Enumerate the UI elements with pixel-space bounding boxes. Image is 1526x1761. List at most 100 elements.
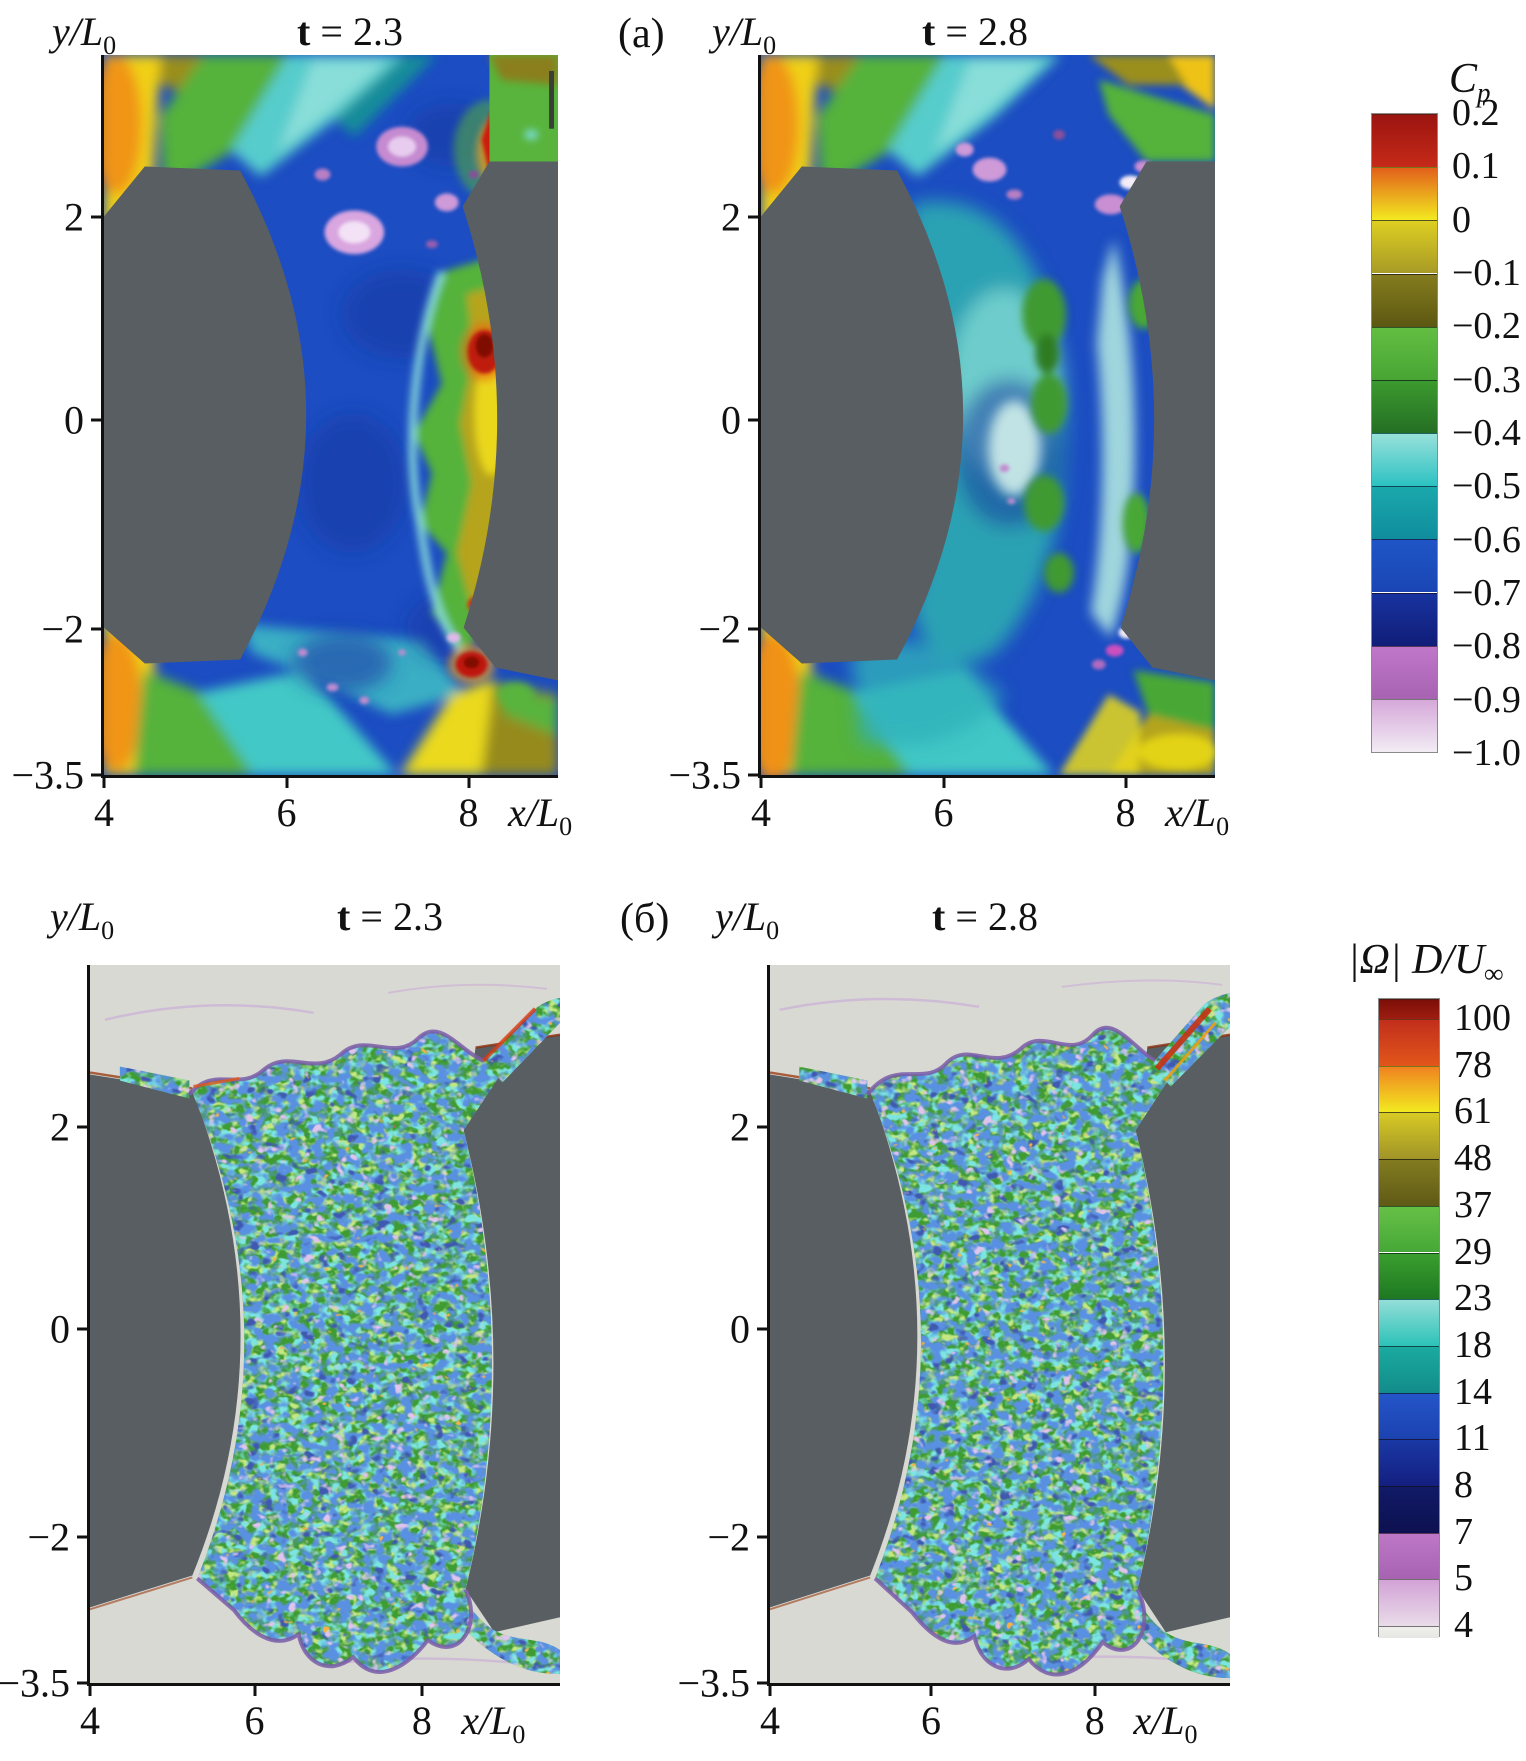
x-tick-label: 4 — [80, 1698, 100, 1743]
tick-mark — [748, 627, 761, 631]
cp-scale-label: 0 — [1452, 198, 1471, 241]
omega-band — [1379, 1019, 1439, 1066]
cp-scale-label: −1.0 — [1452, 732, 1521, 774]
x-axis-label: x/L0 — [1165, 790, 1230, 841]
cp-colorbar-bar — [1371, 113, 1438, 753]
panel-vorticity-t23: 2 0 −2 −3.5 4 6 8 x/L0 — [0, 965, 560, 1749]
tick-mark — [757, 1327, 770, 1331]
cp-band — [1372, 645, 1437, 699]
tick-mark — [91, 215, 104, 219]
cp-band — [1372, 167, 1437, 221]
tick-mark — [748, 418, 761, 422]
cp-scale-label: −0.1 — [1452, 252, 1521, 294]
tick-mark — [77, 1125, 90, 1129]
x-axis-label: x/L0 — [1133, 1698, 1198, 1749]
cp-band — [1372, 273, 1437, 327]
cp-band — [1372, 698, 1437, 752]
tick-mark — [253, 1683, 256, 1696]
cp-scale-label: −0.3 — [1452, 358, 1521, 401]
omega-band — [1379, 1392, 1439, 1440]
vorticity-colorbar-title: |Ω| D/U∞ — [1348, 937, 1504, 989]
cp-scale-label: 0.1 — [1452, 145, 1500, 188]
cp-scale-label: −0.6 — [1452, 518, 1521, 561]
y-tick-label: −2 — [707, 1514, 750, 1560]
x-tick-label: 8 — [1084, 1698, 1105, 1743]
tick-mark — [1093, 1683, 1097, 1696]
y-tick-label: −2 — [41, 606, 84, 652]
vorticity-colorbar: |Ω| D/U∞ 100 78 61 48 37 29 23 18 14 11 … — [1348, 937, 1511, 1646]
x-tick-label: 6 — [276, 790, 297, 835]
omega-band — [1379, 1532, 1439, 1580]
x-tick-label: 4 — [751, 790, 771, 835]
x-tick-label: 8 — [411, 1698, 432, 1743]
omega-band — [1379, 1345, 1439, 1393]
tick-mark — [77, 1681, 90, 1685]
omega-band — [1379, 1439, 1439, 1486]
body-left — [90, 1074, 241, 1608]
y-tick-label: 0 — [721, 397, 741, 443]
x-axis-label: x/L0 — [508, 790, 573, 841]
omega-scale-label: 5 — [1454, 1557, 1473, 1600]
body-right — [463, 1034, 560, 1633]
cp-scale-label: −0.2 — [1452, 305, 1521, 348]
tick-mark — [748, 215, 761, 219]
cp-band — [1372, 539, 1437, 593]
tick-mark — [768, 1683, 772, 1696]
y-tick-label: −3.5 — [677, 1660, 750, 1706]
omega-band — [1379, 1159, 1439, 1206]
x-tick-label: 6 — [921, 1698, 941, 1743]
omega-scale-label: 8 — [1454, 1464, 1473, 1506]
tick-mark — [929, 1683, 933, 1696]
tick-mark — [757, 1535, 770, 1539]
x-tick-label: 6 — [933, 790, 954, 835]
omega-band — [1379, 1252, 1439, 1300]
omega-band — [1379, 1112, 1439, 1160]
tick-mark — [748, 773, 761, 777]
x-axis-label: x/L0 — [461, 1698, 526, 1749]
y-axis-label-b1: y/L0 — [50, 894, 115, 945]
body-right — [462, 161, 558, 681]
y-axis-label-a1: y/L0 — [52, 9, 117, 60]
y-tick-label: −2 — [27, 1514, 70, 1560]
omega-scale-label: 23 — [1454, 1277, 1492, 1320]
x-tick-label: 4 — [760, 1698, 780, 1743]
omega-band — [1379, 1299, 1439, 1346]
cp-band — [1372, 220, 1437, 274]
body-right — [1119, 161, 1215, 681]
tick-mark — [420, 1683, 424, 1696]
y-tick-label: 2 — [721, 194, 741, 240]
omega-band — [1379, 999, 1439, 1019]
omega-scale-label: 29 — [1454, 1230, 1492, 1273]
omega-scale-label: 18 — [1454, 1323, 1492, 1366]
y-tick-label: −3.5 — [0, 1660, 70, 1706]
tick-mark — [467, 775, 471, 788]
panel-title-b2: t = 2.8 — [932, 894, 1038, 939]
cp-field-t28 — [761, 55, 1215, 775]
omega-band — [1379, 1065, 1439, 1113]
cp-scale-label: −0.9 — [1452, 678, 1521, 721]
cp-scale-label: −0.4 — [1452, 412, 1521, 454]
panel-marker-a: (a) — [618, 11, 665, 57]
panel-cp-t23: 2 0 −2 −3.5 4 6 8 x/L0 — [11, 55, 572, 841]
panel-marker-b: (б) — [620, 896, 670, 942]
vorticity-field-t23 — [90, 965, 560, 1683]
tick-mark — [77, 1535, 90, 1539]
y-tick-label: −3.5 — [11, 752, 84, 798]
tick-mark — [88, 1683, 92, 1696]
tick-mark — [91, 418, 104, 422]
y-tick-label: 2 — [64, 194, 84, 240]
tick-mark — [102, 775, 106, 788]
tick-mark — [91, 773, 104, 777]
x-tick-label: 8 — [458, 790, 479, 835]
cp-band — [1372, 433, 1437, 487]
tick-mark — [757, 1125, 770, 1129]
cp-band — [1372, 379, 1437, 433]
omega-scale-label: 48 — [1454, 1137, 1492, 1180]
cp-colorbar-title: Cp — [1449, 56, 1491, 108]
x-tick-label: 4 — [94, 790, 114, 835]
panel-cp-t28: 2 0 −2 −3.5 4 6 8 x/L0 — [668, 55, 1229, 841]
tick-mark — [91, 627, 104, 631]
omega-scale-label: 100 — [1454, 997, 1511, 1039]
y-tick-label: 0 — [730, 1306, 750, 1352]
panel-vorticity-t28: 2 0 −2 −3.5 4 6 8 x/L0 — [677, 965, 1230, 1749]
